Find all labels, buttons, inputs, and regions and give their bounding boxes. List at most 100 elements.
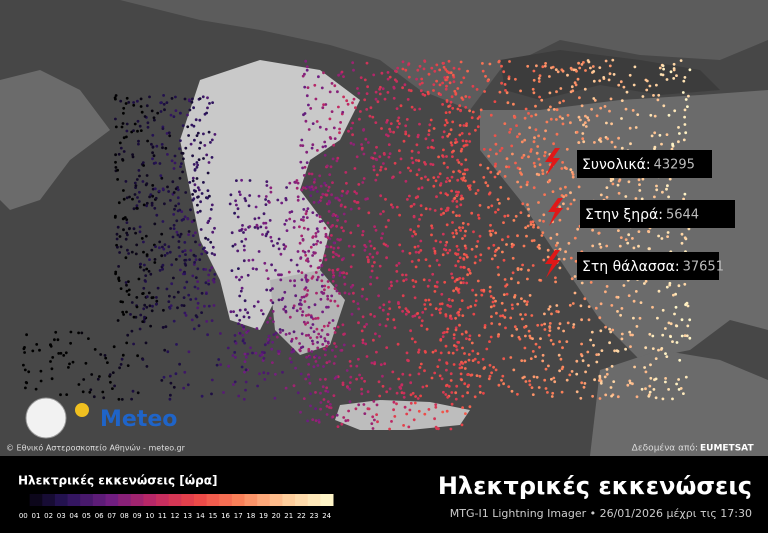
lightning-strike [276,242,279,245]
lightning-strike [314,232,318,235]
scale-label: 20 [272,512,281,520]
lightning-strike [446,75,449,79]
lightning-strike [498,170,502,174]
lightning-strike [408,408,412,412]
lightning-strike [433,371,437,375]
lightning-strike [365,61,369,65]
lightning-strike [580,354,584,358]
lightning-strike [485,347,489,351]
lightning-strike [125,196,129,200]
lightning-strike [288,332,291,335]
lightning-strike [174,372,178,376]
lightning-strike [327,321,331,325]
lightning-strike [104,356,108,360]
lightning-layer [22,58,692,431]
lightning-strike [532,140,536,144]
lightning-strike [172,295,176,299]
lightning-strike [418,316,421,319]
lightning-strike [169,199,172,202]
lightning-strike [437,263,441,267]
lightning-strike [509,356,513,359]
lightning-strike [320,328,324,332]
lightning-strike [27,370,31,374]
lightning-strike [316,275,320,279]
lightning-strike [454,92,458,96]
lightning-strike [133,122,137,126]
lightning-strike [139,129,143,133]
lightning-strike [99,353,103,356]
lightning-strike [244,237,248,241]
lightning-strike [417,187,421,191]
lightning-strike [656,98,660,102]
lightning-strike [321,385,325,389]
lightning-strike [593,378,596,382]
lightning-strike [617,136,620,140]
lightning-strike [238,308,242,312]
lightning-strike [436,175,440,179]
lightning-strike [503,83,507,86]
lightning-strike [644,279,648,283]
lightning-strike [244,368,248,372]
lightning-strike [106,361,109,364]
lightning-strike [189,249,193,252]
lightning-strike [194,118,198,122]
lightning-strike [443,123,447,127]
lightning-strike [151,151,155,155]
lightning-strike [293,219,296,223]
lightning-strike [137,169,141,172]
lightning-strike [388,427,391,431]
scale-label: 05 [82,512,91,520]
lightning-strike [532,78,536,82]
lightning-strike [441,253,445,257]
lightning-strike [342,275,346,279]
lightning-strike [685,301,689,305]
lightning-strike [449,71,453,75]
lightning-strike [321,192,325,196]
lightning-strike [176,196,180,200]
lightning-strike [613,349,616,353]
lightning-strike [306,289,310,292]
lightning-strike [376,251,379,255]
lightning-strike [442,61,445,65]
lightning-strike [323,288,326,292]
lightning-strike [424,162,427,166]
lightning-strike [363,325,366,329]
lightning-strike [329,406,333,410]
lightning-strike [405,351,409,355]
lightning-strike [304,59,308,63]
lightning-strike [538,163,542,167]
lightning-strike [205,153,209,157]
lightning-strike [190,318,194,322]
lightning-strike [334,252,338,256]
scale-label: 15 [208,512,217,520]
lightning-strike [264,203,268,207]
lightning-strike [380,71,384,75]
lightning-strike [244,228,247,232]
scale-swatch [92,494,106,506]
lightning-strike [590,107,593,111]
lightning-strike [680,334,684,338]
lightning-strike [148,304,152,308]
lightning-strike [525,303,529,306]
lightning-strike [615,349,619,352]
lightning-strike [360,294,364,298]
lightning-strike [307,128,311,131]
lightning-strike [302,320,306,324]
lightning-strike [427,298,431,302]
lightning-strike [178,254,182,258]
lightning-strike [300,332,304,336]
lightning-strike [439,191,443,195]
lightning-strike [366,85,369,89]
lightning-strike [364,137,368,141]
lightning-strike [139,265,142,269]
lightning-strike [121,353,125,357]
lightning-strike [411,391,415,395]
lightning-strike [417,372,421,376]
lightning-strike [144,341,148,345]
lightning-strike [540,234,544,237]
lightning-strike [392,318,396,322]
lightning-strike [193,138,196,142]
lightning-strike [145,295,149,299]
lightning-strike [114,272,117,276]
lightning-strike [521,202,525,206]
